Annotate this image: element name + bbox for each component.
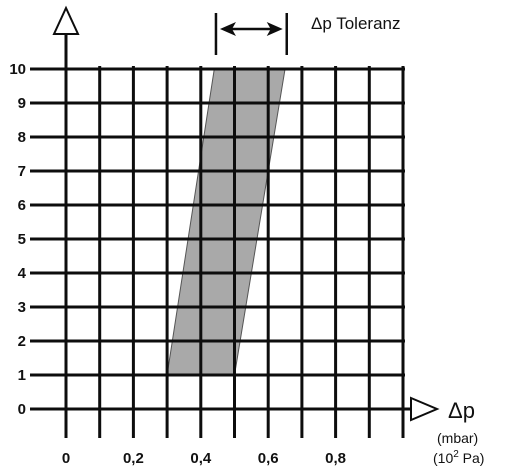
y-axis-arrow-icon bbox=[52, 5, 80, 35]
grid-layer bbox=[30, 66, 405, 438]
y-tick-label: 9 bbox=[18, 95, 26, 112]
y-tick-label: 8 bbox=[18, 129, 26, 146]
x-tick-label: 0,4 bbox=[190, 450, 212, 467]
y-tick-label: 6 bbox=[18, 197, 26, 214]
y-tick-label: 5 bbox=[18, 231, 26, 248]
x-axis-unit-line2: (102 Pa) bbox=[433, 449, 484, 466]
x-axis-unit-rest: Pa) bbox=[459, 450, 485, 466]
x-tick-label: 0,2 bbox=[123, 450, 144, 467]
x-axis-unit-exponent: 2 bbox=[453, 449, 459, 460]
tolerance-arrow-left-icon bbox=[219, 22, 236, 36]
x-axis-unit-line1: (mbar) bbox=[437, 430, 478, 446]
y-tick-label: 10 bbox=[9, 61, 26, 78]
tolerance-indicator bbox=[214, 13, 288, 55]
x-axis-unit-base: (10 bbox=[433, 450, 453, 466]
x-tick-label: 0,6 bbox=[258, 450, 279, 467]
y-tick-labels: 0 1 2 3 4 5 6 7 8 9 10 bbox=[9, 61, 26, 418]
x-tick-label: 0,8 bbox=[325, 450, 346, 467]
x-tick-labels: 0 0,2 0,4 0,6 0,8 bbox=[62, 450, 346, 467]
x-axis-arrow-icon bbox=[410, 396, 440, 422]
y-tick-label: 3 bbox=[18, 299, 26, 316]
x-tick-label: 0 bbox=[62, 450, 70, 467]
tolerance-label: Δp Toleranz bbox=[311, 14, 400, 33]
y-tick-label: 0 bbox=[18, 401, 26, 418]
y-tick-label: 4 bbox=[18, 265, 27, 282]
y-tick-label: 7 bbox=[18, 163, 26, 180]
x-axis-title: Δp bbox=[448, 398, 475, 423]
axes-layer bbox=[30, 5, 440, 438]
y-tick-label: 2 bbox=[18, 333, 26, 350]
tolerance-arrow-right-icon bbox=[266, 22, 283, 36]
y-tick-label: 1 bbox=[18, 367, 26, 384]
